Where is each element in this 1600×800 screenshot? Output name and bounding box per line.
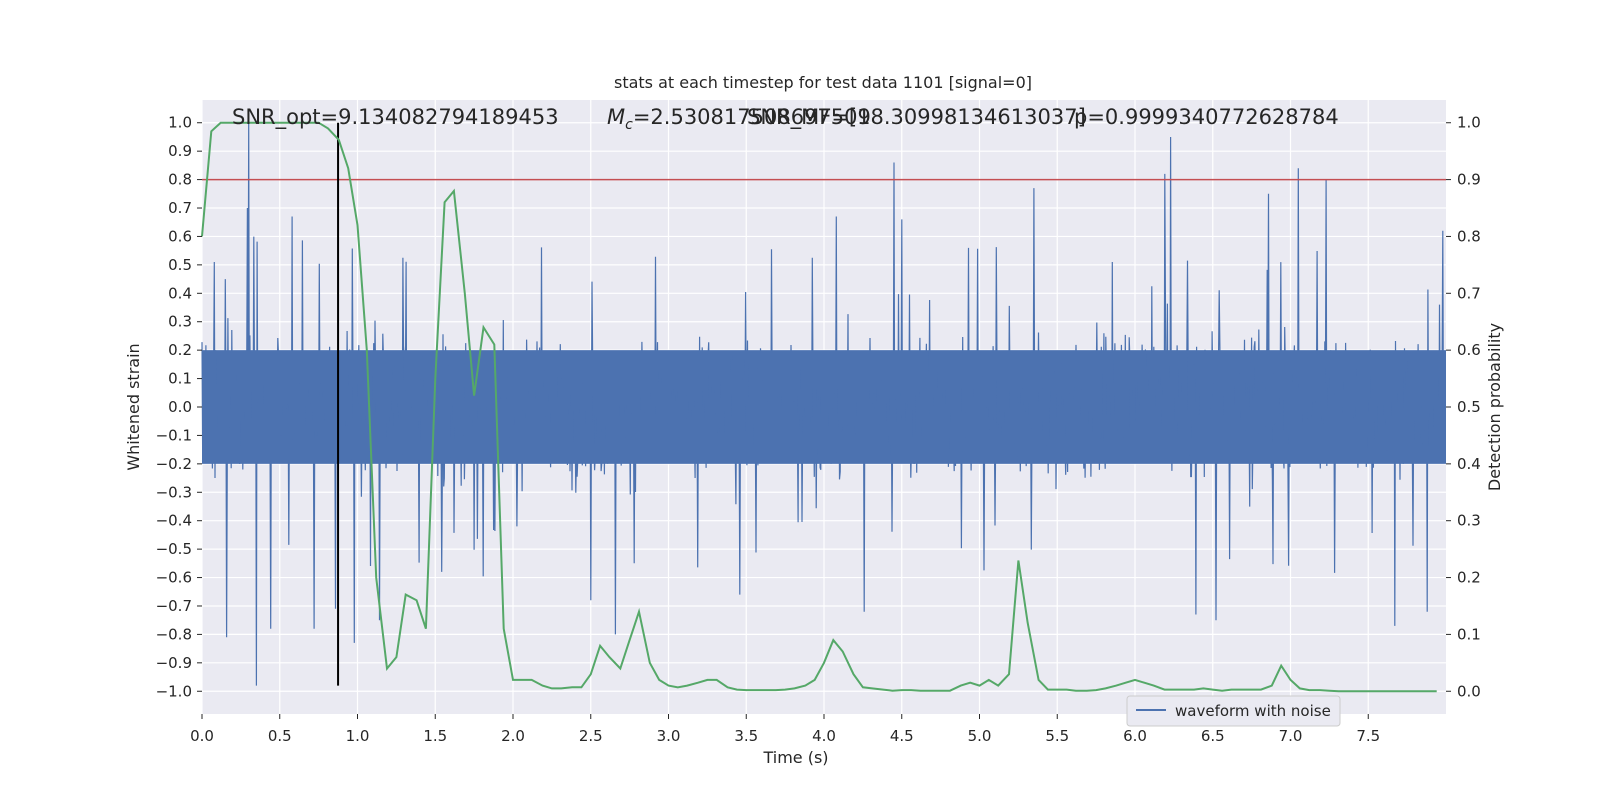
chirp-mass-subscript: c	[625, 117, 633, 133]
y-tick-label: 0.2	[168, 341, 192, 359]
p-value-annotation: p=0.9999340772628784	[1074, 105, 1339, 129]
x-tick-label: 3.0	[657, 727, 681, 745]
y-axis-right: 1.0 0.9 0.8 0.7 0.6 0.5 0.4 0.3 0.2 0.1 0.0	[1446, 114, 1481, 700]
x-tick-label: 1.0	[346, 727, 370, 745]
y-tick-label: −0.8	[156, 625, 192, 643]
snr-opt-annotation: SNR_opt=9.134082794189453	[232, 105, 559, 130]
y2-tick-label: 0.8	[1457, 227, 1481, 245]
y-tick-label: 0.5	[168, 256, 192, 274]
y2-tick-label: 0.4	[1457, 455, 1481, 473]
y-tick-label: −0.3	[156, 483, 192, 501]
x-tick-label: 1.5	[423, 727, 447, 745]
y-tick-label: 0.6	[168, 227, 192, 245]
y-tick-label: −0.5	[156, 540, 192, 558]
snr-mf-annotation: SNR_MF=[18.30998134613037]	[747, 105, 1086, 130]
detection-probability-series	[201, 121, 1437, 693]
x-tick-label: 3.5	[734, 727, 758, 745]
x-tick-label: 6.0	[1123, 727, 1147, 745]
x-tick-label: 0.5	[268, 727, 292, 745]
chirp-mass-value: =2.530817508697509	[633, 105, 871, 129]
chirp-mass-symbol: M	[607, 105, 625, 129]
x-axis: 0.0 0.5 1.0 1.5 2.0 2.5 3.0 3.5 4.0 4.5 5.0 5.5 6.0 6…	[190, 714, 1380, 745]
x-tick-label: 6.5	[1201, 727, 1225, 745]
y-tick-label: 0.7	[168, 199, 192, 217]
y-axis-label: Whitened strain	[124, 343, 143, 470]
y-tick-label: −0.6	[156, 569, 192, 587]
y2-tick-label: 0.2	[1457, 569, 1481, 587]
y-tick-label: −0.1	[156, 426, 192, 444]
chart-title: stats at each timestep for test data 110…	[614, 73, 1032, 92]
y-axis-left: 1.0 0.9 0.8 0.7 0.6 0.5 0.4 0.3 0.2 0.1 0.0 −0.1 −0.…	[156, 114, 202, 700]
y2-axis-label: Detection probability	[1485, 323, 1504, 491]
y-tick-label: 1.0	[168, 114, 192, 132]
y2-tick-label: 0.3	[1457, 512, 1481, 530]
legend: waveform with noise	[1126, 695, 1341, 727]
y-tick-label: −0.4	[156, 512, 192, 530]
y-tick-label: 0.3	[168, 313, 192, 331]
y2-tick-label: 0.7	[1457, 284, 1481, 302]
y2-tick-label: 0.9	[1457, 171, 1481, 189]
y-tick-label: 0.8	[168, 171, 192, 189]
y-tick-label: −1.0	[156, 682, 192, 700]
y-tick-label: 0.9	[168, 142, 192, 160]
x-tick-label: 4.5	[890, 727, 914, 745]
y-tick-label: 0.0	[168, 398, 192, 416]
y2-tick-label: 0.1	[1457, 625, 1481, 643]
x-tick-label: 7.0	[1279, 727, 1303, 745]
y2-tick-label: 1.0	[1457, 114, 1481, 132]
legend-label: waveform with noise	[1175, 702, 1331, 720]
waveform-series	[201, 122, 1446, 686]
y2-tick-label: 0.0	[1457, 682, 1481, 700]
y2-tick-label: 0.6	[1457, 341, 1481, 359]
y-tick-label: −0.2	[156, 455, 192, 473]
x-tick-label: 2.5	[579, 727, 603, 745]
waveform-trace	[201, 122, 1446, 686]
legend-box	[1126, 695, 1341, 727]
y2-tick-label: 0.5	[1457, 398, 1481, 416]
y-tick-label: −0.7	[156, 597, 192, 615]
x-tick-label: 4.0	[812, 727, 836, 745]
x-tick-label: 7.5	[1356, 727, 1380, 745]
y-tick-label: 0.1	[168, 370, 192, 388]
x-tick-label: 5.0	[968, 727, 992, 745]
x-tick-label: 5.5	[1045, 727, 1069, 745]
chirp-mass-annotation: Mc=2.530817508697509	[607, 105, 871, 133]
x-tick-label: 2.0	[501, 727, 525, 745]
y-tick-label: −0.9	[156, 654, 192, 672]
x-axis-label: Time (s)	[762, 748, 828, 767]
y-tick-label: 0.4	[168, 284, 192, 302]
x-tick-label: 0.0	[190, 727, 214, 745]
